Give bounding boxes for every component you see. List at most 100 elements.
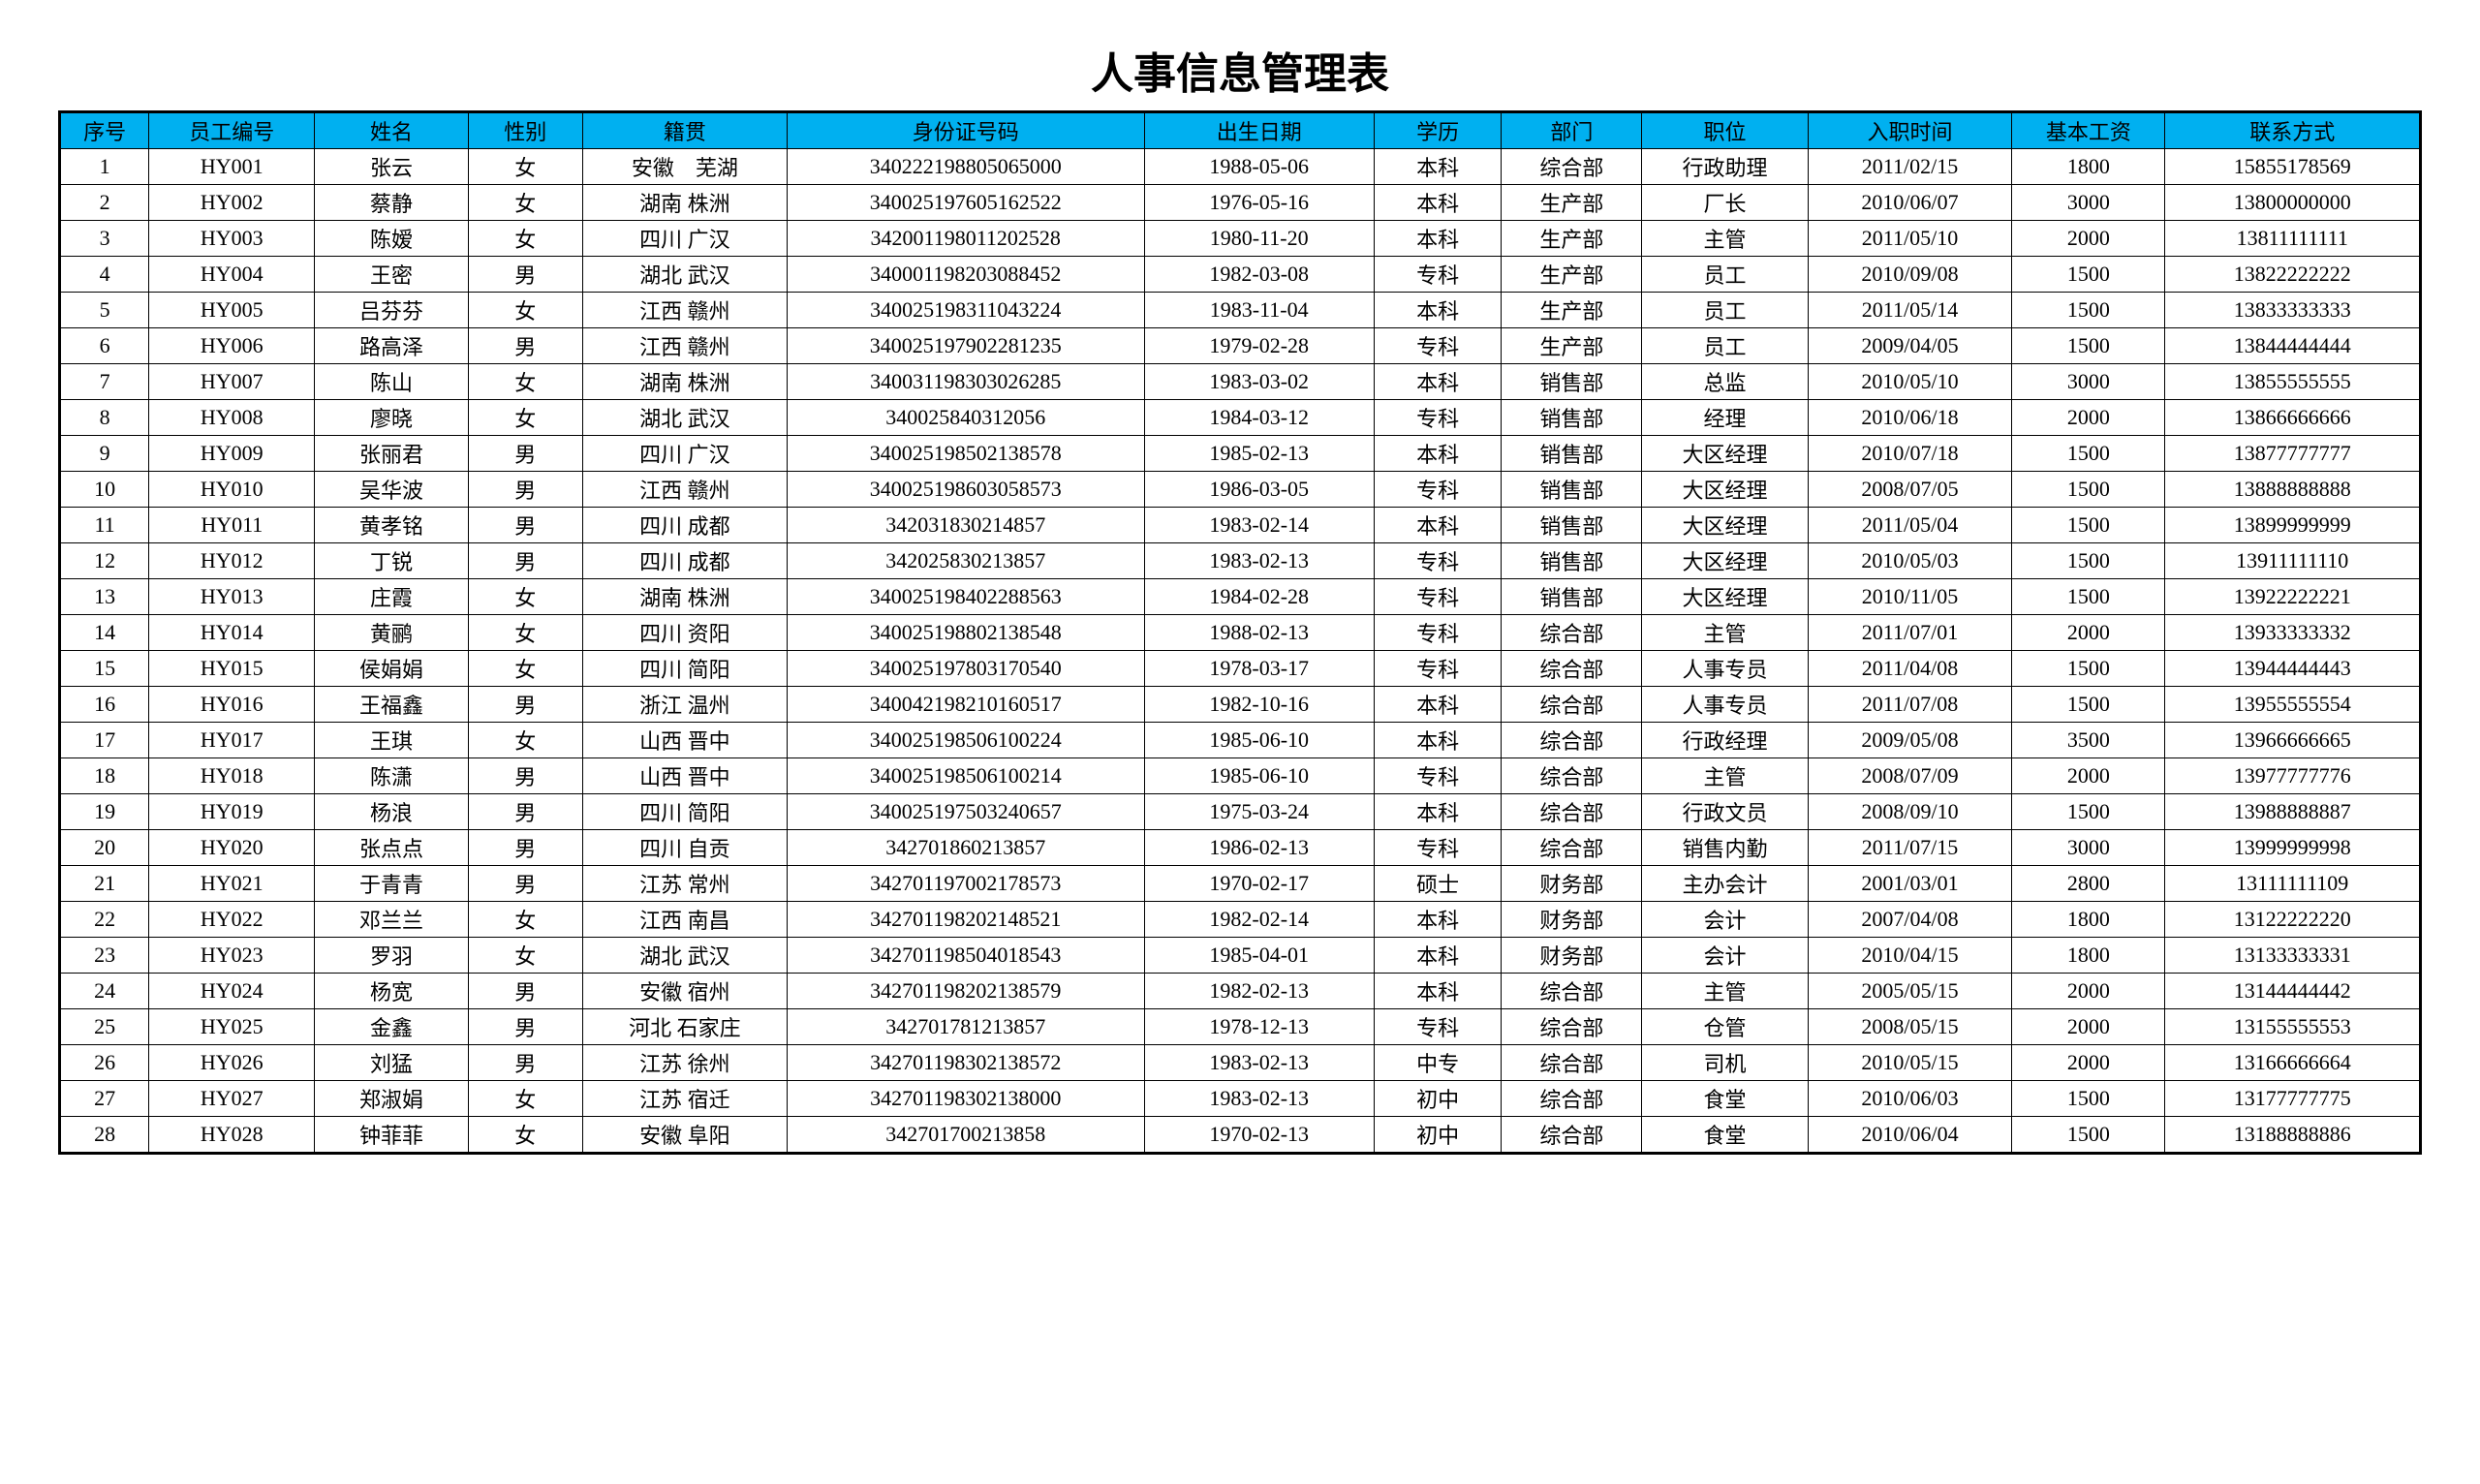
- table-cell: 1982-02-13: [1144, 974, 1374, 1009]
- table-cell: 会计: [1642, 902, 1808, 938]
- table-cell: 罗羽: [315, 938, 468, 974]
- table-cell: 1982-02-14: [1144, 902, 1374, 938]
- table-cell: HY018: [149, 758, 315, 794]
- table-cell: 大区经理: [1642, 543, 1808, 579]
- table-cell: 大区经理: [1642, 508, 1808, 543]
- table-cell: 张点点: [315, 830, 468, 866]
- table-cell: 13166666664: [2165, 1045, 2421, 1081]
- table-cell: 行政助理: [1642, 149, 1808, 185]
- table-cell: 综合部: [1502, 758, 1642, 794]
- table-cell: 行政文员: [1642, 794, 1808, 830]
- table-cell: 2: [60, 185, 149, 221]
- table-cell: 2008/07/05: [1808, 472, 2012, 508]
- column-header: 部门: [1502, 112, 1642, 149]
- table-cell: 340025840312056: [787, 400, 1144, 436]
- table-cell: 综合部: [1502, 1117, 1642, 1154]
- table-cell: 销售部: [1502, 436, 1642, 472]
- table-cell: 1983-03-02: [1144, 364, 1374, 400]
- table-cell: 男: [468, 687, 583, 723]
- table-cell: 13: [60, 579, 149, 615]
- table-cell: 2010/05/15: [1808, 1045, 2012, 1081]
- table-cell: 342701198504018543: [787, 938, 1144, 974]
- table-cell: 342701781213857: [787, 1009, 1144, 1045]
- table-cell: 专科: [1374, 1009, 1502, 1045]
- table-cell: 本科: [1374, 221, 1502, 257]
- table-cell: HY008: [149, 400, 315, 436]
- table-cell: 340025198311043224: [787, 293, 1144, 328]
- table-cell: 2010/05/03: [1808, 543, 2012, 579]
- table-cell: 2008/05/15: [1808, 1009, 2012, 1045]
- table-cell: 19: [60, 794, 149, 830]
- table-cell: 安徽 宿州: [583, 974, 788, 1009]
- table-row: 20HY020张点点男四川 自贡3427018602138571986-02-1…: [60, 830, 2421, 866]
- table-cell: 13188888886: [2165, 1117, 2421, 1154]
- table-cell: HY020: [149, 830, 315, 866]
- table-row: 14HY014黄鹂女四川 资阳3400251988021385481988-02…: [60, 615, 2421, 651]
- table-cell: 初中: [1374, 1117, 1502, 1154]
- table-cell: 综合部: [1502, 651, 1642, 687]
- table-cell: 1985-02-13: [1144, 436, 1374, 472]
- table-cell: 1983-02-13: [1144, 1045, 1374, 1081]
- table-cell: 女: [468, 400, 583, 436]
- column-header: 序号: [60, 112, 149, 149]
- column-header: 联系方式: [2165, 112, 2421, 149]
- table-cell: 1: [60, 149, 149, 185]
- table-cell: HY002: [149, 185, 315, 221]
- table-cell: 江苏 徐州: [583, 1045, 788, 1081]
- table-cell: 23: [60, 938, 149, 974]
- table-cell: 综合部: [1502, 1045, 1642, 1081]
- table-cell: 中专: [1374, 1045, 1502, 1081]
- table-cell: 342701198302138572: [787, 1045, 1144, 1081]
- table-cell: 山西 晋中: [583, 758, 788, 794]
- table-cell: 男: [468, 1009, 583, 1045]
- column-header: 籍贯: [583, 112, 788, 149]
- table-cell: 浙江 温州: [583, 687, 788, 723]
- table-cell: 四川 简阳: [583, 794, 788, 830]
- table-cell: 342701860213857: [787, 830, 1144, 866]
- table-cell: 王密: [315, 257, 468, 293]
- table-cell: 15855178569: [2165, 149, 2421, 185]
- table-cell: 2007/04/08: [1808, 902, 2012, 938]
- table-cell: 2011/02/15: [1808, 149, 2012, 185]
- column-header: 身份证号码: [787, 112, 1144, 149]
- table-cell: 1982-03-08: [1144, 257, 1374, 293]
- table-cell: 1970-02-17: [1144, 866, 1374, 902]
- table-row: 4HY004王密男湖北 武汉3400011982030884521982-03-…: [60, 257, 2421, 293]
- table-cell: 本科: [1374, 364, 1502, 400]
- table-cell: 综合部: [1502, 723, 1642, 758]
- column-header: 学历: [1374, 112, 1502, 149]
- table-cell: 男: [468, 794, 583, 830]
- table-cell: 2009/05/08: [1808, 723, 2012, 758]
- table-cell: 13822222222: [2165, 257, 2421, 293]
- table-cell: 340222198805065000: [787, 149, 1144, 185]
- table-cell: 2010/06/04: [1808, 1117, 2012, 1154]
- table-cell: 3: [60, 221, 149, 257]
- table-cell: 2010/06/03: [1808, 1081, 2012, 1117]
- table-cell: 生产部: [1502, 185, 1642, 221]
- table-row: 12HY012丁锐男四川 成都3420258302138571983-02-13…: [60, 543, 2421, 579]
- table-cell: 专科: [1374, 543, 1502, 579]
- table-cell: 男: [468, 257, 583, 293]
- table-cell: 综合部: [1502, 1009, 1642, 1045]
- table-cell: 13833333333: [2165, 293, 2421, 328]
- table-cell: 2008/09/10: [1808, 794, 2012, 830]
- table-cell: 食堂: [1642, 1081, 1808, 1117]
- table-cell: 1983-02-14: [1144, 508, 1374, 543]
- table-cell: 陈潇: [315, 758, 468, 794]
- table-cell: 15: [60, 651, 149, 687]
- table-row: 6HY006路高泽男江西 赣州3400251979022812351979-02…: [60, 328, 2421, 364]
- table-cell: 1986-02-13: [1144, 830, 1374, 866]
- table-cell: 钟菲菲: [315, 1117, 468, 1154]
- table-cell: 专科: [1374, 472, 1502, 508]
- table-cell: 刘猛: [315, 1045, 468, 1081]
- table-cell: 四川 成都: [583, 508, 788, 543]
- table-cell: 13988888887: [2165, 794, 2421, 830]
- table-cell: 男: [468, 974, 583, 1009]
- table-cell: 2000: [2012, 221, 2165, 257]
- table-cell: 2010/07/18: [1808, 436, 2012, 472]
- table-cell: 13155555553: [2165, 1009, 2421, 1045]
- table-cell: HY013: [149, 579, 315, 615]
- table-cell: 11: [60, 508, 149, 543]
- table-cell: 1500: [2012, 293, 2165, 328]
- table-cell: 张丽君: [315, 436, 468, 472]
